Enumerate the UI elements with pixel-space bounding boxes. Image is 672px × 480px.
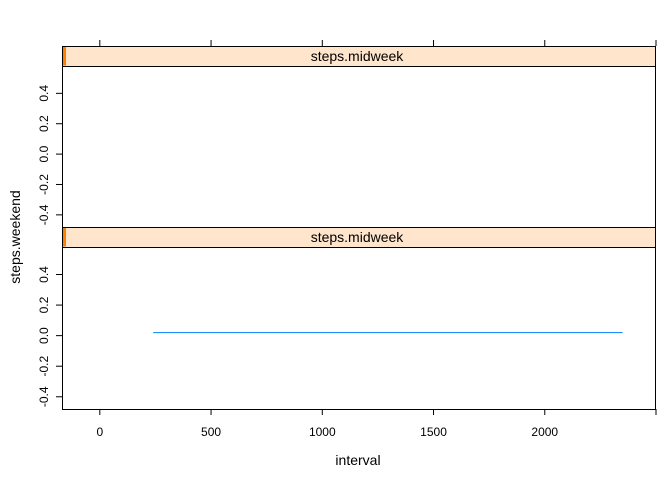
y-tick-label: 0.4 bbox=[37, 266, 51, 283]
strip-level-marker bbox=[62, 46, 66, 66]
y-tick-label: -0.4 bbox=[37, 386, 51, 407]
strip-level-marker bbox=[62, 227, 66, 247]
x-tick-label: 1000 bbox=[309, 425, 336, 439]
y-tick-label: 0.4 bbox=[37, 85, 51, 102]
x-axis: 0 500 1000 1500 2000 bbox=[96, 409, 657, 439]
x-tick-label: 0 bbox=[96, 425, 103, 439]
strip-label: steps.midweek bbox=[311, 48, 405, 64]
y-axis-title: steps.weekend bbox=[7, 190, 23, 283]
y-tick-label: 0.2 bbox=[37, 296, 51, 313]
y-tick-label: -0.2 bbox=[37, 356, 51, 377]
strip-label: steps.midweek bbox=[311, 229, 405, 245]
y-tick-label: 0.0 bbox=[37, 145, 51, 162]
x-tick-label: 500 bbox=[201, 425, 221, 439]
panels: steps.midweek steps.midweek bbox=[62, 46, 656, 410]
y-tick-label: 0.2 bbox=[37, 115, 51, 132]
strip-background bbox=[62, 227, 656, 247]
strip-background bbox=[62, 46, 656, 66]
top-x-axis-ticks bbox=[99, 40, 657, 46]
panel-border bbox=[62, 66, 656, 228]
y-tick-label: -0.2 bbox=[37, 174, 51, 195]
y-axis: -0.4 -0.2 0.0 0.2 0.4 -0.4 -0.2 0.0 0.2 0.4 bbox=[37, 85, 62, 407]
y-tick-label: -0.4 bbox=[37, 204, 51, 225]
y-tick-label: 0.0 bbox=[37, 327, 51, 344]
panel-1: steps.midweek bbox=[62, 46, 656, 228]
panel-border bbox=[62, 247, 656, 410]
x-tick-label: 1500 bbox=[420, 425, 447, 439]
x-axis-title: interval bbox=[335, 452, 380, 468]
panel-2: steps.midweek bbox=[62, 227, 656, 410]
x-tick-label: 2000 bbox=[531, 425, 558, 439]
